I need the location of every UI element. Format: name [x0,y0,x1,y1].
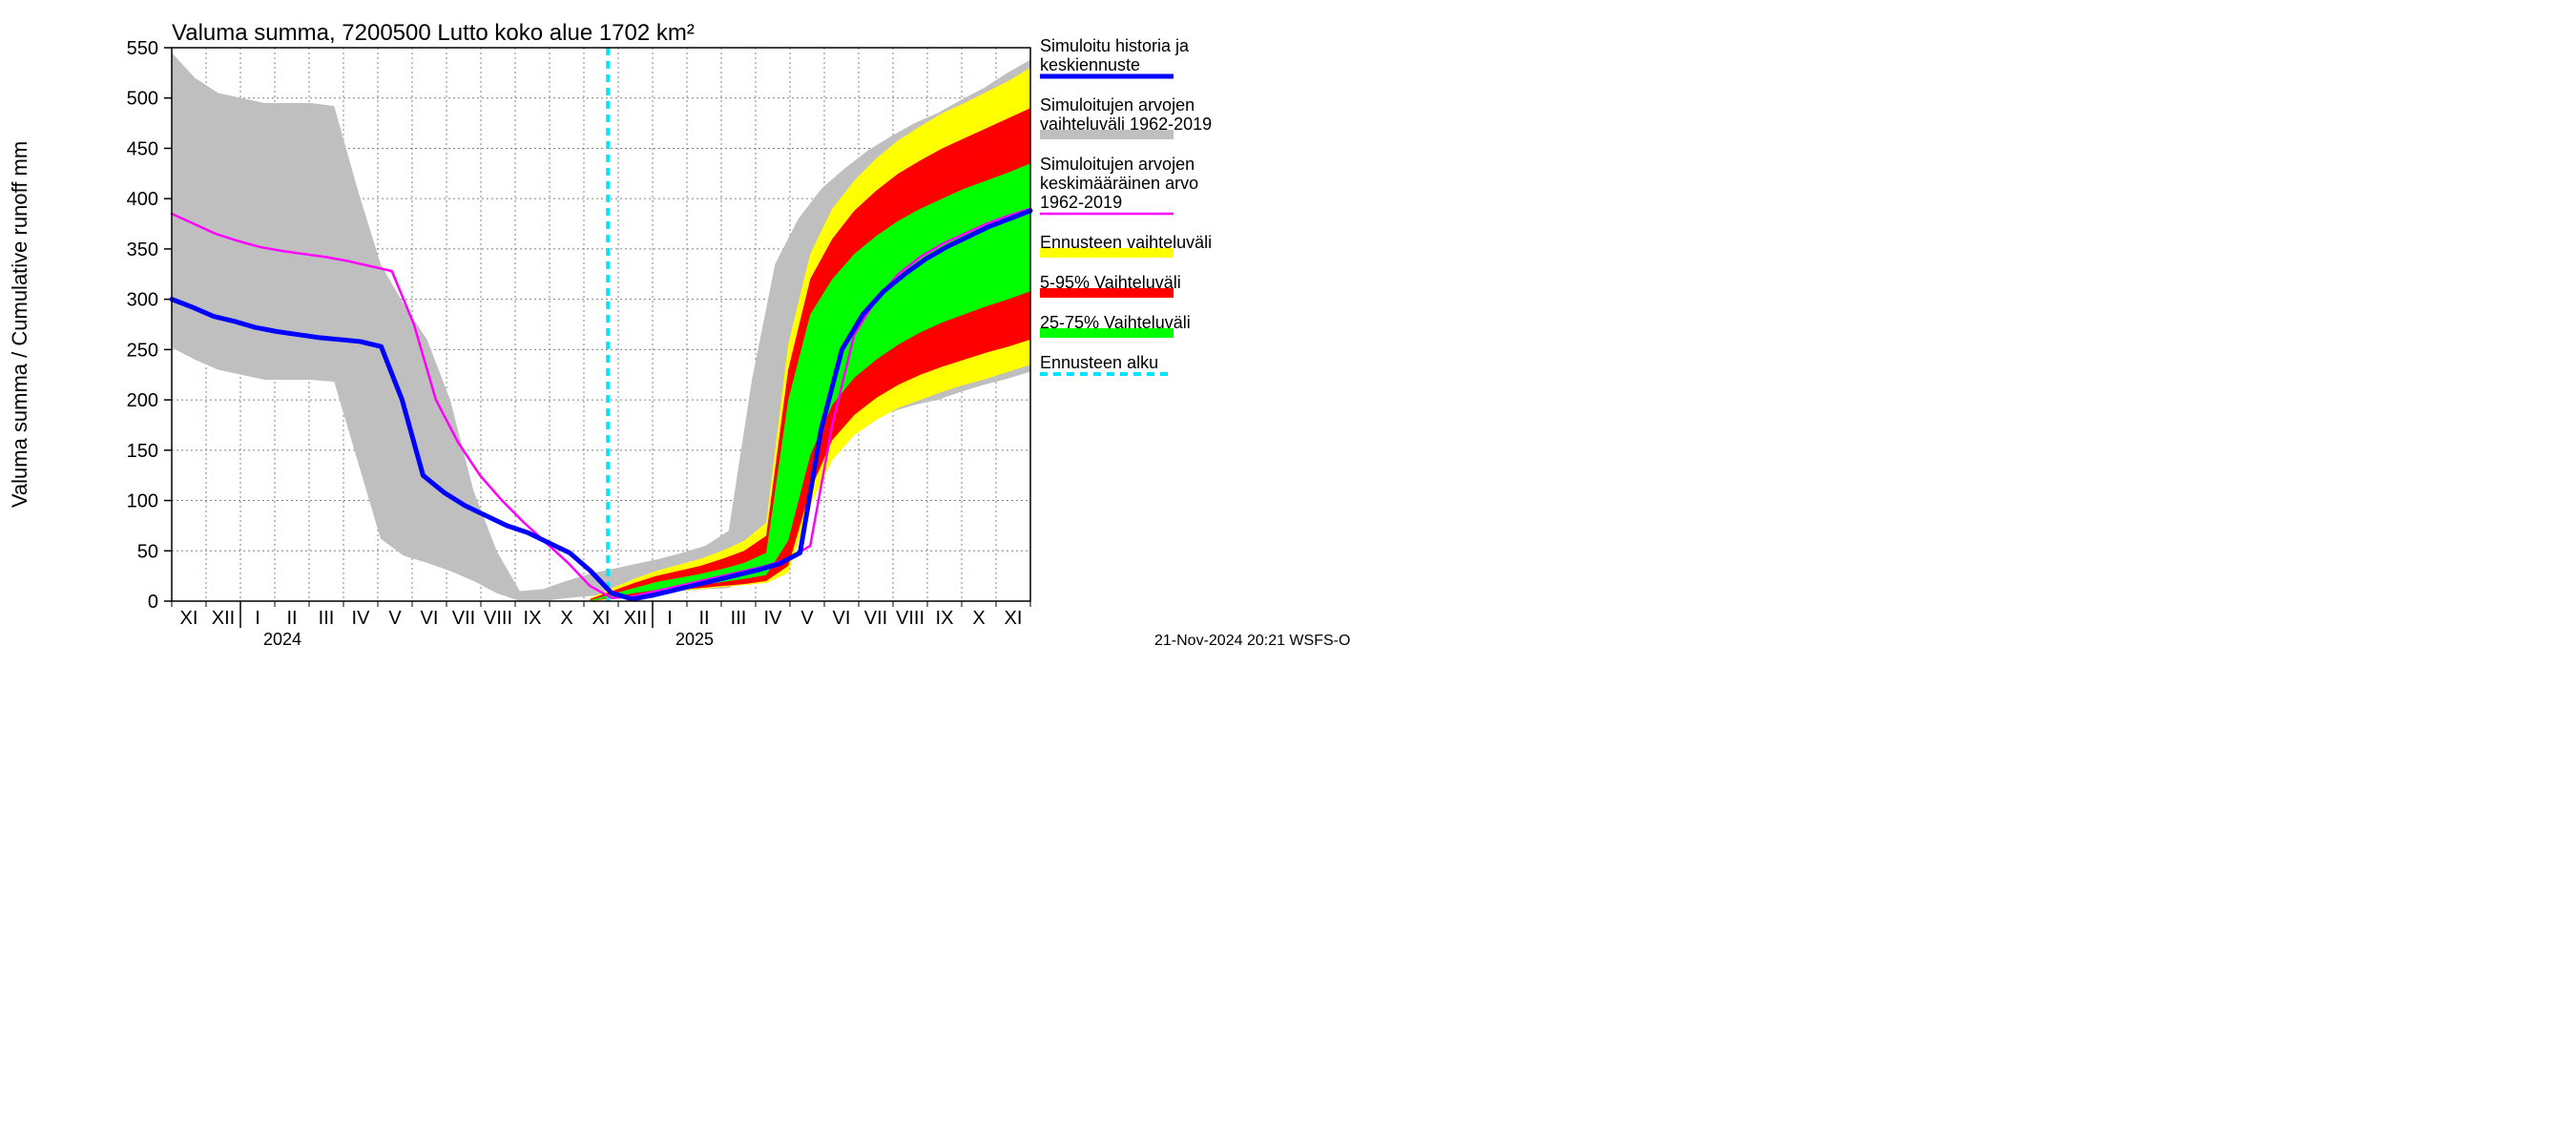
legend-label: Simuloitujen arvojen [1040,95,1195,114]
x-tick-label: IX [936,608,954,629]
x-tick-label: V [388,608,402,629]
x-tick-label: VIII [896,608,924,629]
x-tick-label: XII [624,608,647,629]
x-tick-label: X [560,608,572,629]
y-tick-label: 450 [127,138,158,159]
x-tick-label: III [319,608,335,629]
y-tick-label: 550 [127,38,158,59]
legend-label: Simuloitu historia ja [1040,36,1190,55]
x-tick-label: XI [592,608,611,629]
x-tick-label: V [800,608,814,629]
footer-text: 21-Nov-2024 20:21 WSFS-O [1154,633,1350,649]
chart-svg: Valuma summa, 7200500 Lutto koko alue 17… [0,0,1431,668]
legend-label: Simuloitujen arvojen [1040,155,1195,174]
y-tick-label: 500 [127,89,158,110]
x-tick-label: VII [864,608,887,629]
x-tick-label: VI [421,608,439,629]
x-tick-label: X [972,608,985,629]
x-tick-label: II [286,608,297,629]
y-tick-label: 200 [127,390,158,411]
y-tick-label: 400 [127,189,158,210]
x-tick-label: IV [352,608,371,629]
legend-swatch [1040,248,1174,258]
x-tick-label: XII [212,608,235,629]
y-tick-label: 100 [127,491,158,512]
legend-swatch [1040,130,1174,139]
x-tick-label: VII [452,608,475,629]
legend-swatch [1040,288,1174,298]
chart-title: Valuma summa, 7200500 Lutto koko alue 17… [172,20,695,46]
x-tick-label: IX [524,608,542,629]
x-tick-label: VIII [484,608,512,629]
y-tick-label: 350 [127,239,158,260]
legend-label: keskiennuste [1040,55,1140,74]
x-tick-label: VI [833,608,851,629]
x-tick-label: I [255,608,260,629]
y-axis-label: Valuma summa / Cumulative runoff mm [8,141,31,508]
legend-swatch [1040,328,1174,338]
x-year-label: 2024 [263,630,301,649]
x-tick-label: III [731,608,747,629]
x-tick-label: XI [180,608,198,629]
chart-container: Valuma summa, 7200500 Lutto koko alue 17… [0,0,1431,668]
y-tick-label: 150 [127,441,158,462]
legend-label: 1962-2019 [1040,193,1122,212]
legend-label: Ennusteen alku [1040,353,1158,372]
y-tick-label: 0 [148,592,158,613]
x-tick-label: II [698,608,709,629]
y-tick-label: 300 [127,290,158,311]
legend-label: keskimääräinen arvo [1040,174,1198,193]
x-tick-label: IV [764,608,783,629]
x-year-label: 2025 [675,630,714,649]
y-tick-label: 250 [127,340,158,361]
x-tick-label: I [667,608,673,629]
y-tick-label: 50 [137,541,158,562]
x-tick-label: XI [1005,608,1023,629]
